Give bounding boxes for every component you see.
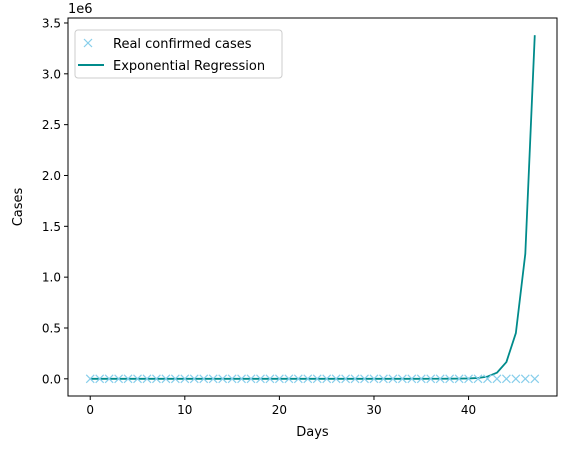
x-tick-label: 40 — [461, 403, 476, 417]
y-tick-label: 0.5 — [42, 321, 61, 335]
real-case-point — [520, 374, 530, 384]
y-tick-label: 3.0 — [42, 67, 61, 81]
real-case-point — [379, 374, 388, 384]
x-tick-label: 30 — [366, 403, 381, 417]
real-case-point — [218, 374, 228, 384]
real-case-point — [388, 374, 398, 384]
real-case-point — [95, 374, 105, 384]
legend-label-real-cases: Real confirmed cases — [113, 37, 252, 52]
real-case-point — [492, 374, 502, 384]
real-case-point — [464, 374, 473, 384]
y-tick-label: 2.5 — [42, 118, 61, 132]
real-case-point — [511, 374, 521, 384]
series-layer — [85, 35, 540, 384]
legend-label-regression: Exponential Regression — [113, 59, 265, 74]
real-case-point — [208, 374, 218, 384]
legend: Real confirmed cases Exponential Regress… — [74, 29, 283, 79]
real-case-point — [407, 374, 417, 384]
real-case-point — [227, 374, 237, 384]
real-case-point — [284, 374, 294, 384]
real-case-point — [473, 374, 483, 384]
real-case-point — [303, 374, 313, 384]
x-tick-label: 10 — [177, 403, 192, 417]
x-tick-label: 20 — [272, 403, 287, 417]
real-case-point — [435, 374, 445, 384]
real-case-point — [501, 374, 511, 384]
y-tick-label: 2.0 — [42, 169, 61, 183]
real-case-point — [123, 374, 133, 384]
y-offset-label: 1e6 — [68, 2, 93, 17]
real-case-point — [189, 374, 199, 384]
real-case-point — [246, 374, 256, 384]
real-case-point — [416, 374, 426, 384]
y-axis-label: Cases — [11, 187, 26, 226]
real-case-point — [161, 374, 171, 384]
y-tick-label: 0.0 — [42, 372, 61, 386]
real-case-point — [360, 374, 369, 384]
legend-marker-real-cases — [83, 38, 93, 48]
real-case-point — [426, 374, 436, 384]
real-case-point — [397, 374, 407, 384]
x-axis-label: Days — [296, 425, 329, 440]
real-case-point — [114, 374, 124, 384]
real-case-point — [369, 374, 379, 384]
real-case-point — [454, 374, 464, 384]
real-case-point — [199, 374, 209, 384]
plot-frame — [67, 17, 558, 397]
y-tick-label: 1.5 — [42, 220, 61, 234]
x-tick-label: 0 — [86, 403, 94, 417]
real-case-point — [322, 374, 332, 384]
real-case-point — [256, 374, 265, 384]
real-case-point — [350, 374, 360, 384]
real-case-point — [85, 374, 95, 384]
real-case-point — [293, 374, 303, 384]
real-case-point — [237, 374, 246, 384]
real-case-point — [312, 374, 322, 384]
real-case-point — [104, 374, 114, 384]
real-case-point — [180, 374, 190, 384]
y-tick-label: 1.0 — [42, 271, 61, 285]
real-case-point — [445, 374, 455, 384]
real-case-point — [274, 374, 284, 384]
real-case-point — [152, 374, 161, 384]
real-case-point — [483, 374, 492, 384]
real-case-point — [133, 374, 142, 384]
x-axis: 0 10 20 30 40 — [86, 396, 476, 417]
real-case-point — [265, 374, 275, 384]
real-case-point — [331, 374, 341, 384]
real-case-point — [341, 374, 351, 384]
real-case-point — [530, 374, 540, 384]
real-case-point — [142, 374, 152, 384]
real-case-point — [170, 374, 180, 384]
legend-box — [74, 29, 283, 79]
y-axis: 0.0 0.5 1.0 1.5 2.0 2.5 3.0 3.5 — [42, 16, 68, 386]
regression-line — [90, 35, 536, 380]
plot-background — [68, 18, 557, 396]
y-tick-label: 3.5 — [42, 16, 61, 30]
